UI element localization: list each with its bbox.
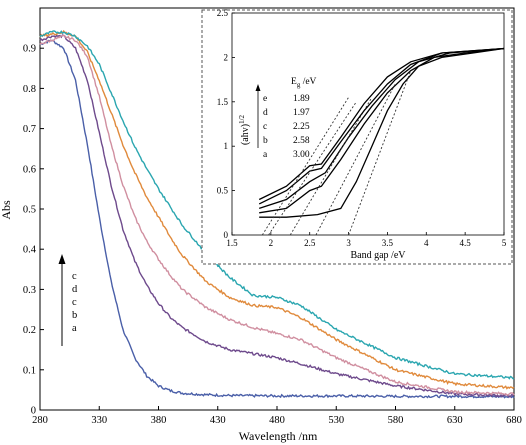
inset-y-tick-label: 1.5 [217,97,229,107]
inset-x-tick-label: 3.5 [382,238,394,248]
main-y-ticks: 0 0.1 0.2 0.3 0.4 0.5 0.6 0.7 0.8 0.9 [23,44,44,417]
series-order-arrow [58,254,66,346]
arrow-letter: d [72,284,78,295]
inset-y-tick-label: 2.5 [217,8,229,18]
inset-x-tick-label: 1.5 [226,238,238,248]
inset-x-tick-label: 4 [424,238,429,248]
main-y-tick-label: 0.9 [23,44,36,55]
inset-table-value: 1.97 [293,108,310,118]
inset-series-group [258,47,505,236]
main-x-ticks: 280 330 380 430 480 530 580 630 680 [32,406,522,426]
main-x-tick-label: 480 [269,415,285,426]
inset-table-value: 3.00 [293,150,310,160]
inset-table-value: 2.58 [293,136,310,146]
inset-x-tick-label: 5 [502,238,507,248]
main-x-tick-label: 430 [210,415,226,426]
arrow-letter: a [72,323,77,334]
main-y-tick-label: 0.6 [23,164,36,175]
inset-plot-frame [231,12,505,236]
inset-y-tick-label: 1 [224,141,229,151]
inset-y-ticks: 0 0.5 1 1.5 2 2.5 [217,8,235,240]
inset-x-tick-label: 2.5 [304,238,316,248]
main-x-tick-label: 530 [328,415,344,426]
series-line-c [39,34,515,396]
inset-x-axis-label: Band gap /eV [351,250,407,261]
main-y-tick-label: 0.1 [23,365,36,376]
main-y-tick-label: 0.7 [23,124,36,135]
series-line-e [39,30,515,380]
inset-table-label: d [263,108,268,118]
inset-curve-d [258,47,505,205]
main-x-tick-label: 280 [32,415,48,426]
inset-legend-arrow [255,84,261,148]
main-y-tick-label: 0 [31,406,36,417]
inset-table-value: 2.25 [293,122,310,132]
arrow-letter: c [72,297,77,308]
inset-tangent-e [261,97,349,236]
inset-y-tick-label: 0.5 [217,186,229,196]
main-y-tick-label: 0.3 [23,285,36,296]
main-x-tick-label: 330 [91,415,107,426]
main-series-group [39,29,515,399]
main-x-axis-label: Wavelength /nm [239,429,318,443]
inset-x-tick-label: 3 [346,238,351,248]
main-y-tick-label: 0.8 [23,84,36,95]
series-line-a [39,39,515,399]
main-x-tick-label: 630 [447,415,463,426]
inset-y-tick-label: 0 [224,230,229,240]
series-line-d [39,29,515,390]
main-x-tick-label: 580 [388,415,404,426]
inset-table-label: a [263,150,268,160]
arrow-letter: b [72,310,77,321]
inset-table-label: b [263,136,268,146]
inset-curve-a [259,47,505,218]
main-y-tick-label: 0.2 [23,325,36,336]
main-x-tick-label: 380 [151,415,167,426]
arrow-letter: c [72,271,77,282]
inset-x-tick-label: 2 [269,238,274,248]
inset-curve-b [259,47,505,214]
series-line-b [39,34,515,398]
inset-tangent-d [268,101,357,236]
inset-table-value: 1.89 [293,94,310,104]
inset-table-label: c [263,122,267,132]
inset-band-gap-table: e 1.89 d 1.97 c 2.25 b 2.58 a 3.00 [263,94,310,160]
inset-y-tick-label: 2 [224,52,229,62]
inset-x-ticks: 1.5 2 2.5 3 3.5 4 4.5 5 [226,232,507,248]
main-y-tick-label: 0.5 [23,205,36,216]
inset-x-tick-label: 4.5 [460,238,472,248]
inset-curve-e [258,47,505,201]
inset-tangent-a [348,70,412,236]
inset-table-label: e [263,94,267,104]
main-y-tick-label: 0.4 [23,245,37,256]
main-x-tick-label: 680 [506,415,522,426]
main-y-axis-label: Abs [0,200,13,220]
inset-tangent-c [289,97,373,236]
inset-tangent-b [315,83,396,236]
